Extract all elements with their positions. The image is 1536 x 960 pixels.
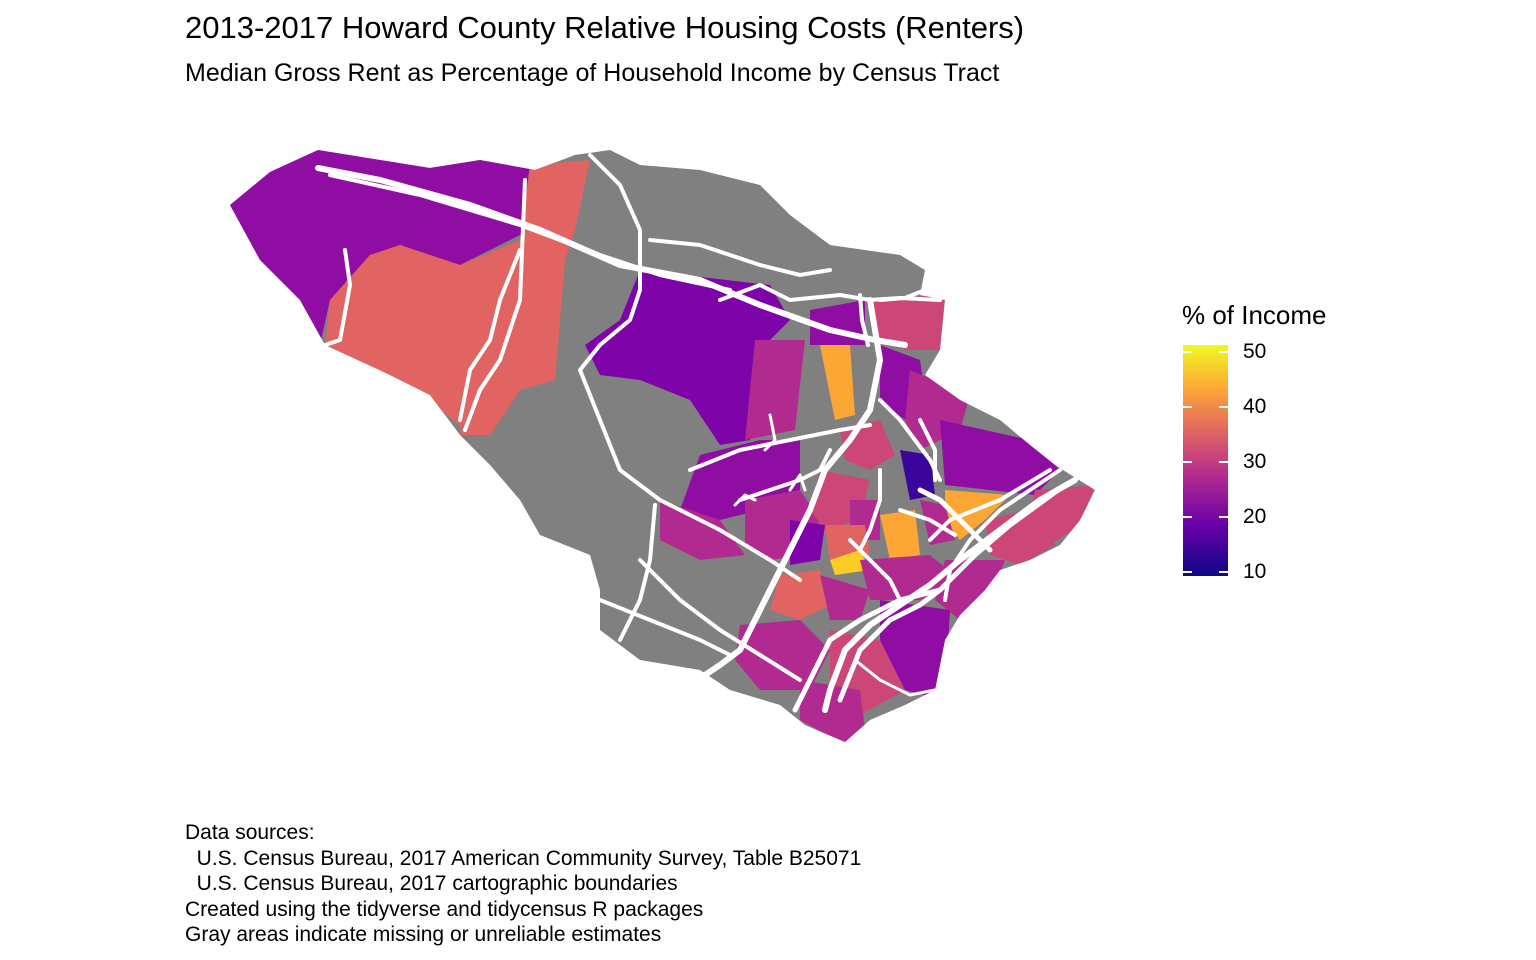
legend-tick-mark xyxy=(1219,406,1228,408)
road-south-spur xyxy=(853,658,937,697)
tract-ellicott-north xyxy=(585,270,790,445)
tract-south-d xyxy=(735,620,830,690)
tract-high-rent-north xyxy=(820,345,855,420)
chart-subtitle: Median Gross Rent as Percentage of House… xyxy=(185,59,1000,87)
legend-label-10: 10 xyxy=(1243,560,1267,583)
road-network xyxy=(315,153,1078,713)
caption-line: Data sources: xyxy=(185,821,315,844)
road-short-spur xyxy=(763,413,777,452)
road-north-loop xyxy=(878,288,942,302)
road-columbia-inner xyxy=(738,448,832,502)
legend-color-bar xyxy=(1183,345,1228,576)
road-route-32 xyxy=(792,587,943,713)
road-snowden-river xyxy=(858,468,882,552)
legend-tick-mark xyxy=(1183,406,1192,408)
tract-south-west-high xyxy=(770,570,830,620)
road-route-97 xyxy=(578,153,802,582)
legend-tick-mark xyxy=(1219,461,1228,463)
road-north-spur xyxy=(858,293,870,347)
caption-line: Created using the tidyverse and tidycens… xyxy=(185,897,704,921)
road-route-32-west xyxy=(618,503,657,642)
road-route-108 xyxy=(323,248,352,347)
tract-low-rent xyxy=(900,450,935,500)
road-columbia-spur-b xyxy=(788,473,807,492)
legend-tick-mark xyxy=(1219,571,1228,573)
tract-south-g xyxy=(800,680,865,742)
tract-oakland-mills xyxy=(880,510,920,560)
legend-label-30: 30 xyxy=(1243,450,1267,473)
census-tracts xyxy=(230,150,1095,742)
road-columbia-loop xyxy=(688,423,872,472)
road-us-29 xyxy=(702,297,883,678)
caption: Data sources: U.S. Census Bureau, 2017 A… xyxy=(185,820,861,948)
legend-tick-mark xyxy=(1183,516,1192,518)
legend-title: % of Income xyxy=(1182,300,1327,330)
tract-high-rent-south xyxy=(830,550,870,575)
tract-elkridge-north xyxy=(865,295,945,350)
legend-label-20: 20 xyxy=(1243,505,1267,528)
tract-south-f xyxy=(880,600,950,700)
road-interstate-70-b xyxy=(328,173,732,292)
legend-tick-mark xyxy=(1219,351,1228,353)
road-west-road-b xyxy=(458,248,522,422)
tract-northeast-b xyxy=(940,420,1060,495)
legend-tick-mark xyxy=(1183,461,1192,463)
legend-label-50: 50 xyxy=(1243,340,1267,363)
legend-tick-mark xyxy=(1183,351,1192,353)
caption-line: U.S. Census Bureau, 2017 American Commun… xyxy=(185,846,862,870)
legend-tick-mark xyxy=(1219,516,1228,518)
road-interstate-95-b xyxy=(837,482,1068,703)
caption-line: U.S. Census Bureau, 2017 cartographic bo… xyxy=(185,872,678,895)
road-dobbin xyxy=(898,508,957,537)
road-route-216 xyxy=(638,558,802,682)
road-route-100 xyxy=(928,468,1052,542)
road-columbia-spur-a xyxy=(733,493,757,507)
caption-line: Gray areas indicate missing or unreliabl… xyxy=(185,923,662,946)
legend-tick-mark xyxy=(1183,571,1192,573)
road-route-104 xyxy=(918,418,937,482)
road-west-road-a xyxy=(463,178,527,432)
tract-central-a xyxy=(745,340,805,440)
road-route-1 xyxy=(943,468,1062,602)
road-interstate-70-a xyxy=(315,165,908,348)
tract-columbia-sw xyxy=(660,500,745,560)
road-route-216-b xyxy=(598,598,732,657)
legend-label-40: 40 xyxy=(1243,395,1267,418)
tract-south-c xyxy=(820,575,870,620)
road-route-144 xyxy=(648,238,832,277)
tract-west-strip xyxy=(460,160,590,435)
chart-title: 2013-2017 Howard County Relative Housing… xyxy=(185,10,1025,45)
